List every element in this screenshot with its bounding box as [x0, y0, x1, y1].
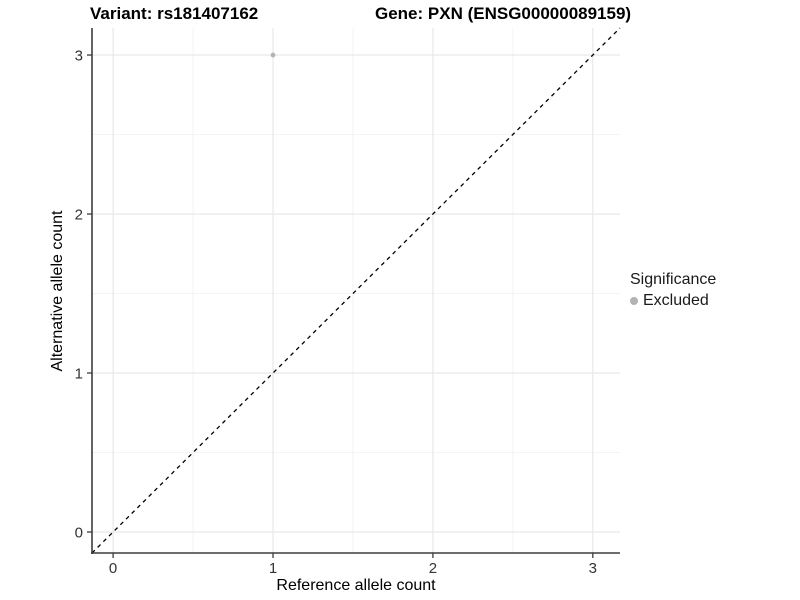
- x-tick-label: 3: [589, 560, 597, 577]
- legend: Significance Excluded: [630, 271, 716, 310]
- x-tick-label: 1: [269, 560, 277, 577]
- legend-title: Significance: [630, 271, 717, 288]
- y-tick-label: 0: [75, 524, 83, 541]
- identity-line: [91, 27, 621, 554]
- x-tick-label: 2: [429, 560, 437, 577]
- legend-item-excluded: Excluded: [630, 292, 716, 310]
- gene-title: Gene: PXN (ENSG00000089159): [375, 4, 632, 23]
- y-axis-title: Alternative allele count: [49, 210, 66, 372]
- data-point: [270, 52, 276, 58]
- y-tick-label: 3: [75, 47, 83, 64]
- y-tick-label: 2: [75, 206, 83, 223]
- y-tick-label: 1: [75, 365, 83, 382]
- x-axis-title: Reference allele count: [276, 577, 436, 594]
- x-tick-label: 0: [109, 560, 117, 577]
- variant-title: Variant: rs181407162: [90, 4, 259, 23]
- legend-item-label: Excluded: [643, 292, 709, 309]
- excluded-point-icon: [630, 297, 638, 305]
